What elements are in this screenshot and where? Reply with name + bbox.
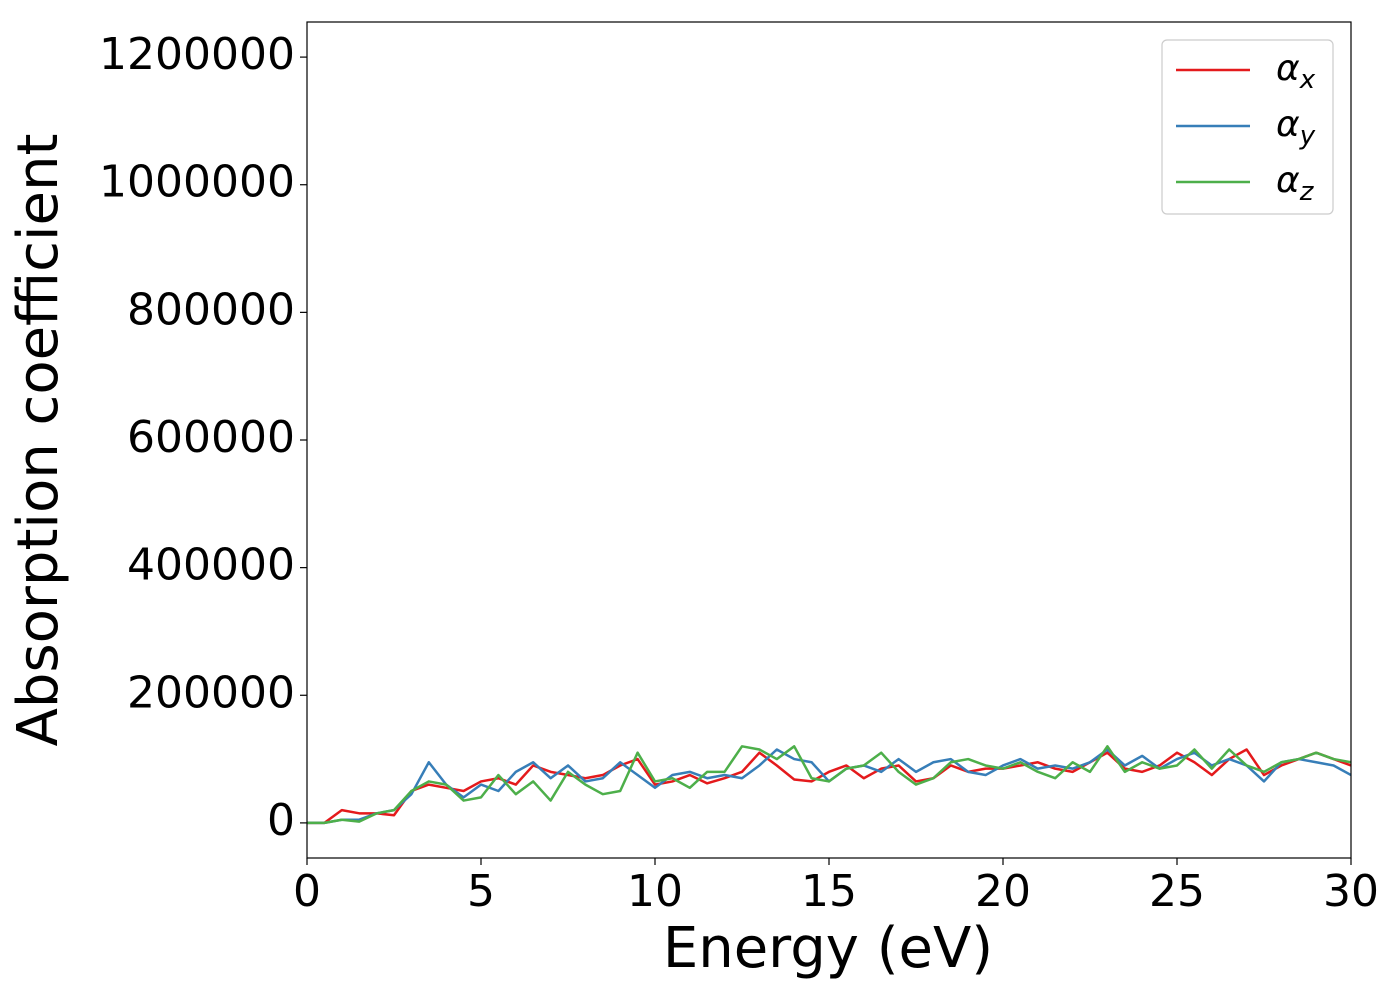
y-tick-label: 600000 xyxy=(127,412,295,463)
data-line xyxy=(307,748,1351,825)
y-tick-label: 200000 xyxy=(127,667,295,718)
legend-label: αx xyxy=(1276,48,1316,95)
x-tick-label: 30 xyxy=(1323,866,1379,917)
y-tick-label: 800000 xyxy=(127,284,295,335)
x-axis-label: Energy (eV) xyxy=(663,916,993,981)
x-tick-label: 15 xyxy=(801,866,857,917)
y-tick-label: 1200000 xyxy=(99,29,295,80)
plot-area xyxy=(307,745,1351,825)
y-tick-label: 1000000 xyxy=(99,157,295,208)
y-axis-label: Absorption coefficient xyxy=(6,134,71,747)
plot-frame xyxy=(306,21,1352,859)
legend-label: αz xyxy=(1276,160,1315,207)
x-tick-label: 25 xyxy=(1149,866,1205,917)
y-tick-label: 0 xyxy=(267,795,295,846)
x-tick-label: 10 xyxy=(627,866,683,917)
data-line xyxy=(307,745,1351,825)
legend-label: αy xyxy=(1276,104,1316,151)
y-tick-label: 400000 xyxy=(127,540,295,591)
x-tick-label: 5 xyxy=(467,866,495,917)
x-tick-label: 20 xyxy=(975,866,1031,917)
x-tick-label: 0 xyxy=(293,866,321,917)
